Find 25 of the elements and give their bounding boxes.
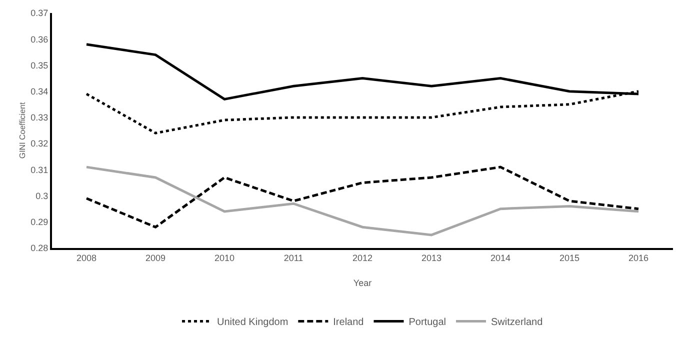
y-axis-title: GINI Coefficient <box>18 102 27 159</box>
x-tick-label: 2015 <box>559 252 580 263</box>
x-tick-label: 2011 <box>284 252 304 263</box>
legend-label: United Kingdom <box>217 317 288 328</box>
y-tick-label: 0.31 <box>30 164 48 175</box>
y-tick-label: 0.3 <box>36 190 48 201</box>
legend-label: Ireland <box>333 317 364 328</box>
x-tick-label: 2012 <box>352 252 373 263</box>
legend-label: Portugal <box>408 317 446 328</box>
x-tick-label: 2009 <box>145 252 166 263</box>
x-tick-label: 2014 <box>490 252 511 263</box>
y-tick-label: 0.28 <box>30 243 48 254</box>
y-tick-label: 0.37 <box>30 8 48 18</box>
y-tick-label: 0.32 <box>30 138 48 149</box>
y-tick-label: 0.34 <box>30 86 48 96</box>
x-tick-label: 2016 <box>628 252 649 263</box>
x-axis-title: Year <box>353 278 372 288</box>
y-tick-label: 0.36 <box>30 34 48 44</box>
x-tick-label: 2008 <box>76 252 97 263</box>
legend-label: Switzerland <box>490 317 543 328</box>
y-tick-label: 0.35 <box>30 60 48 70</box>
y-tick-label: 0.29 <box>30 217 48 228</box>
y-tick-label: 0.33 <box>30 112 48 123</box>
x-tick-label: 2010 <box>214 252 235 263</box>
x-tick-label: 2013 <box>421 252 442 263</box>
